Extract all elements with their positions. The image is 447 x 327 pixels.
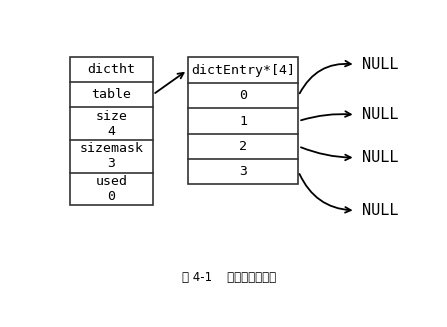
Text: used
0: used 0 xyxy=(95,175,127,203)
Text: 3: 3 xyxy=(239,165,247,178)
Text: NULL: NULL xyxy=(363,57,399,72)
Text: NULL: NULL xyxy=(363,150,399,165)
Text: sizemask
3: sizemask 3 xyxy=(79,142,143,170)
Bar xyxy=(188,57,299,184)
Text: dictht: dictht xyxy=(87,63,135,76)
Text: NULL: NULL xyxy=(363,107,399,122)
Text: dictEntry*[4]: dictEntry*[4] xyxy=(191,63,295,77)
Text: size
4: size 4 xyxy=(95,110,127,138)
Text: table: table xyxy=(91,88,131,101)
Bar xyxy=(70,57,153,205)
Text: 2: 2 xyxy=(239,140,247,153)
Text: 图 4-1    一个空的哈希表: 图 4-1 一个空的哈希表 xyxy=(182,271,276,284)
Text: NULL: NULL xyxy=(363,203,399,218)
Text: 0: 0 xyxy=(239,89,247,102)
Text: 1: 1 xyxy=(239,114,247,128)
